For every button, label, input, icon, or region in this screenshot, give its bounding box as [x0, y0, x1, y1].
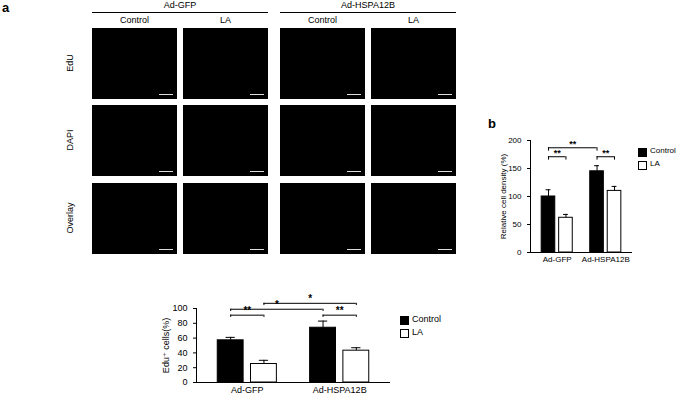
- svg-text:Relative cell density (%): Relative cell density (%): [499, 153, 508, 239]
- html-text:Control: Control: [412, 314, 441, 324]
- html-text:DAPI: DAPI: [65, 129, 75, 150]
- html-text:Ad-GFP: Ad-GFP: [163, 0, 197, 10]
- svg-text:0: 0: [517, 248, 522, 257]
- svg-text:60: 60: [177, 333, 187, 343]
- svg-text:200: 200: [508, 136, 522, 145]
- svg-text:*: *: [275, 299, 279, 310]
- svg-text:Ad-GFP: Ad-GFP: [543, 255, 572, 264]
- html-text:LA: LA: [408, 15, 419, 25]
- html-text:a: a: [2, 0, 10, 15]
- html-text:Control: Control: [308, 15, 337, 25]
- html-text:Ad-HSPA12B: Ad-HSPA12B: [341, 0, 395, 10]
- svg-text:**: **: [336, 305, 344, 316]
- svg-text:**: **: [243, 305, 251, 316]
- svg-text:0: 0: [182, 377, 187, 387]
- html-text:Control: Control: [120, 15, 149, 25]
- svg-text:*: *: [308, 293, 312, 304]
- svg-text:Ad-HSPA12B: Ad-HSPA12B: [313, 385, 367, 395]
- html-text:EdU: EdU: [65, 53, 75, 72]
- html-text:b: b: [488, 116, 496, 131]
- svg-text:**: **: [569, 139, 577, 149]
- html-text:LA: LA: [220, 15, 231, 25]
- svg-text:Ad-HSPA12B: Ad-HSPA12B: [582, 255, 630, 264]
- svg-text:Edu⁺ cells(%): Edu⁺ cells(%): [161, 318, 171, 373]
- svg-text:80: 80: [177, 318, 187, 328]
- svg-text:Ad-GFP: Ad-GFP: [231, 385, 264, 395]
- html-text:LA: LA: [650, 159, 660, 168]
- svg-text:100: 100: [172, 303, 187, 313]
- svg-text:**: **: [602, 148, 610, 158]
- svg-text:50: 50: [513, 220, 522, 229]
- svg-text:**: **: [554, 148, 562, 158]
- html-text:Overlay: Overlay: [65, 202, 75, 233]
- html-text:LA: LA: [412, 327, 423, 337]
- html-text:Control: Control: [650, 146, 676, 155]
- svg-text:20: 20: [177, 363, 187, 373]
- svg-text:40: 40: [177, 348, 187, 358]
- svg-text:100: 100: [508, 192, 522, 201]
- svg-text:150: 150: [508, 164, 522, 173]
